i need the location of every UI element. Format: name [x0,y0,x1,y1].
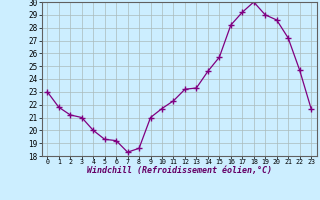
X-axis label: Windchill (Refroidissement éolien,°C): Windchill (Refroidissement éolien,°C) [87,166,272,175]
